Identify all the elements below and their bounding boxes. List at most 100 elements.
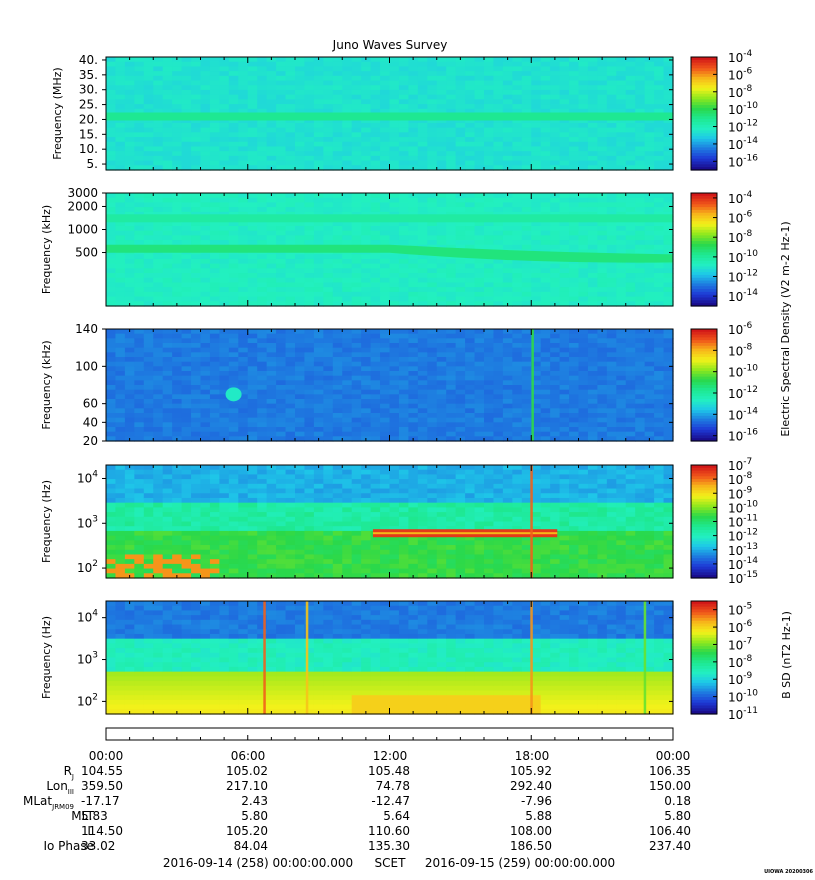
y-tick-label: 140 <box>75 322 98 336</box>
colorbar-label: 10-11 <box>728 706 758 722</box>
ephemeris-table: 00:00 06:00 12:00 18:00 00:00 RJ 104.55 105.02 1… <box>23 727 691 853</box>
ephemeris-value: 114.50 <box>81 824 123 838</box>
y-tick-label: 10. <box>79 142 98 156</box>
colorbar-exponent: -14 <box>743 556 758 566</box>
colorbar-side-label: B SD (nT2 Hz-1) <box>780 611 793 699</box>
colorbar-exponent: -10 <box>743 689 758 699</box>
ephemeris-value: 5.64 <box>383 809 410 823</box>
emission-band <box>106 214 673 223</box>
ephemeris-value: 217.10 <box>226 779 268 793</box>
y-tick-label: 500 <box>75 246 98 260</box>
chart-title: Juno Waves Survey <box>332 38 448 52</box>
panels: 40.35.30.25.20.15.10.5. Frequency (MHz) 10… <box>40 49 793 722</box>
ephemeris-value: 106.35 <box>649 764 691 778</box>
time-label: 12:00 <box>373 749 408 763</box>
ephemeris-value: 5.80 <box>241 809 268 823</box>
y-tick-exponent: 2 <box>92 559 98 569</box>
ephemeris-value: 2.43 <box>241 794 268 808</box>
colorbar-label: 10-4 <box>728 49 753 65</box>
footer-start-time: 2016-09-14 (258) 00:00:00.000 <box>163 856 353 870</box>
colorbar-label: 10-12 <box>728 385 758 401</box>
colorbar-exponent: -12 <box>743 528 758 538</box>
colorbar-label: 10-8 <box>728 84 753 100</box>
colorbar-label: 10-10 <box>728 101 758 117</box>
ephemeris-value: 105.20 <box>226 824 268 838</box>
ephemeris-row-label: LonIII <box>46 779 74 796</box>
ephemeris-value: -7.96 <box>521 794 552 808</box>
ephemeris-row-label: MLT <box>71 809 94 823</box>
emission-spike <box>263 601 266 714</box>
colorbar-label: 10-9 <box>728 671 753 687</box>
ephemeris-value: 33.02 <box>81 839 115 853</box>
y-tick-label: 30. <box>79 83 98 97</box>
colorbar-exponent: -16 <box>743 153 758 163</box>
colorbar-label: 10-10 <box>728 364 758 380</box>
y-tick-label: 100 <box>75 359 98 373</box>
y-tick-exponent: 3 <box>92 651 98 661</box>
colorbar-label: 10-14 <box>728 288 758 304</box>
colorbar-exponent: -14 <box>743 288 758 298</box>
ephemeris-row-label: Io Phase <box>43 839 94 853</box>
y-tick-exponent: 4 <box>92 469 98 479</box>
colorbar-exponent: -9 <box>743 671 752 681</box>
y-tick-label: 102 <box>77 692 98 708</box>
y-axis-label: Frequency (kHz) <box>40 205 53 294</box>
y-tick-label: 103 <box>77 651 98 667</box>
y-tick-label: 25. <box>79 98 98 112</box>
heatmap-cells <box>106 329 674 442</box>
ephemeris-value: 84.04 <box>234 839 268 853</box>
time-label: 00:00 <box>656 749 691 763</box>
colorbar-exponent: -14 <box>743 406 758 416</box>
colorbar-label: 10-10 <box>728 689 758 705</box>
emission-band <box>106 112 673 121</box>
ephemeris-value: 237.40 <box>649 839 691 853</box>
ephemeris-value: 186.50 <box>510 839 552 853</box>
colorbar-label: 10-15 <box>728 570 758 586</box>
y-tick-exponent: 3 <box>92 514 98 524</box>
colorbar-exponent: -10 <box>743 249 758 259</box>
y-tick-label: 104 <box>77 609 98 625</box>
heatmap-cells <box>106 601 674 715</box>
emission-spike <box>531 329 534 441</box>
heatmap-cells <box>106 57 674 171</box>
ephemeris-value: 105.48 <box>368 764 410 778</box>
y-tick-label: 15. <box>79 127 98 141</box>
ephemeris-value: 108.00 <box>510 824 552 838</box>
y-axis-label: Frequency (MHz) <box>51 67 64 159</box>
colorbar-frame <box>690 600 718 715</box>
y-tick-label: 60 <box>83 397 98 411</box>
time-label: 00:00 <box>89 749 124 763</box>
colorbar-label: 10-6 <box>728 210 753 226</box>
colorbar-label: 10-4 <box>728 190 753 206</box>
emission-spike <box>643 601 647 714</box>
y-tick-label: 104 <box>77 469 98 485</box>
y-tick-exponent: 4 <box>92 609 98 619</box>
colorbar-exponent: -14 <box>743 136 758 146</box>
footer-scet-label: SCET <box>375 856 407 870</box>
heatmap-cells <box>106 465 674 579</box>
ephemeris-value: 104.55 <box>81 764 123 778</box>
time-label: 18:00 <box>515 749 550 763</box>
ephemeris-row-subscript: JRM09 <box>51 803 74 811</box>
panel-1: 40.35.30.25.20.15.10.5. Frequency (MHz) 10… <box>51 49 758 171</box>
colorbar-label: 10-14 <box>728 136 758 152</box>
colorbar-label: 10-14 <box>728 406 758 422</box>
ephemeris-value: -17.17 <box>81 794 120 808</box>
colorbar-exponent: -6 <box>743 321 752 331</box>
colorbar-frame <box>690 192 718 307</box>
y-tick-label: 3000 <box>67 186 98 200</box>
colorbar-exponent: -6 <box>743 210 752 220</box>
y-tick-label: 1000 <box>67 222 98 236</box>
ephemeris-value: 0.18 <box>664 794 691 808</box>
y-tick-label: 35. <box>79 68 98 82</box>
colorbar-exponent: -11 <box>743 706 758 716</box>
colorbar-exponent: -8 <box>743 471 752 481</box>
colorbar-exponent: -10 <box>743 101 758 111</box>
colorbar-exponent: -15 <box>743 570 758 580</box>
colorbar-exponent: -8 <box>743 342 752 352</box>
ephemeris-value: 106.40 <box>649 824 691 838</box>
colorbar-label: 10-8 <box>728 229 753 245</box>
